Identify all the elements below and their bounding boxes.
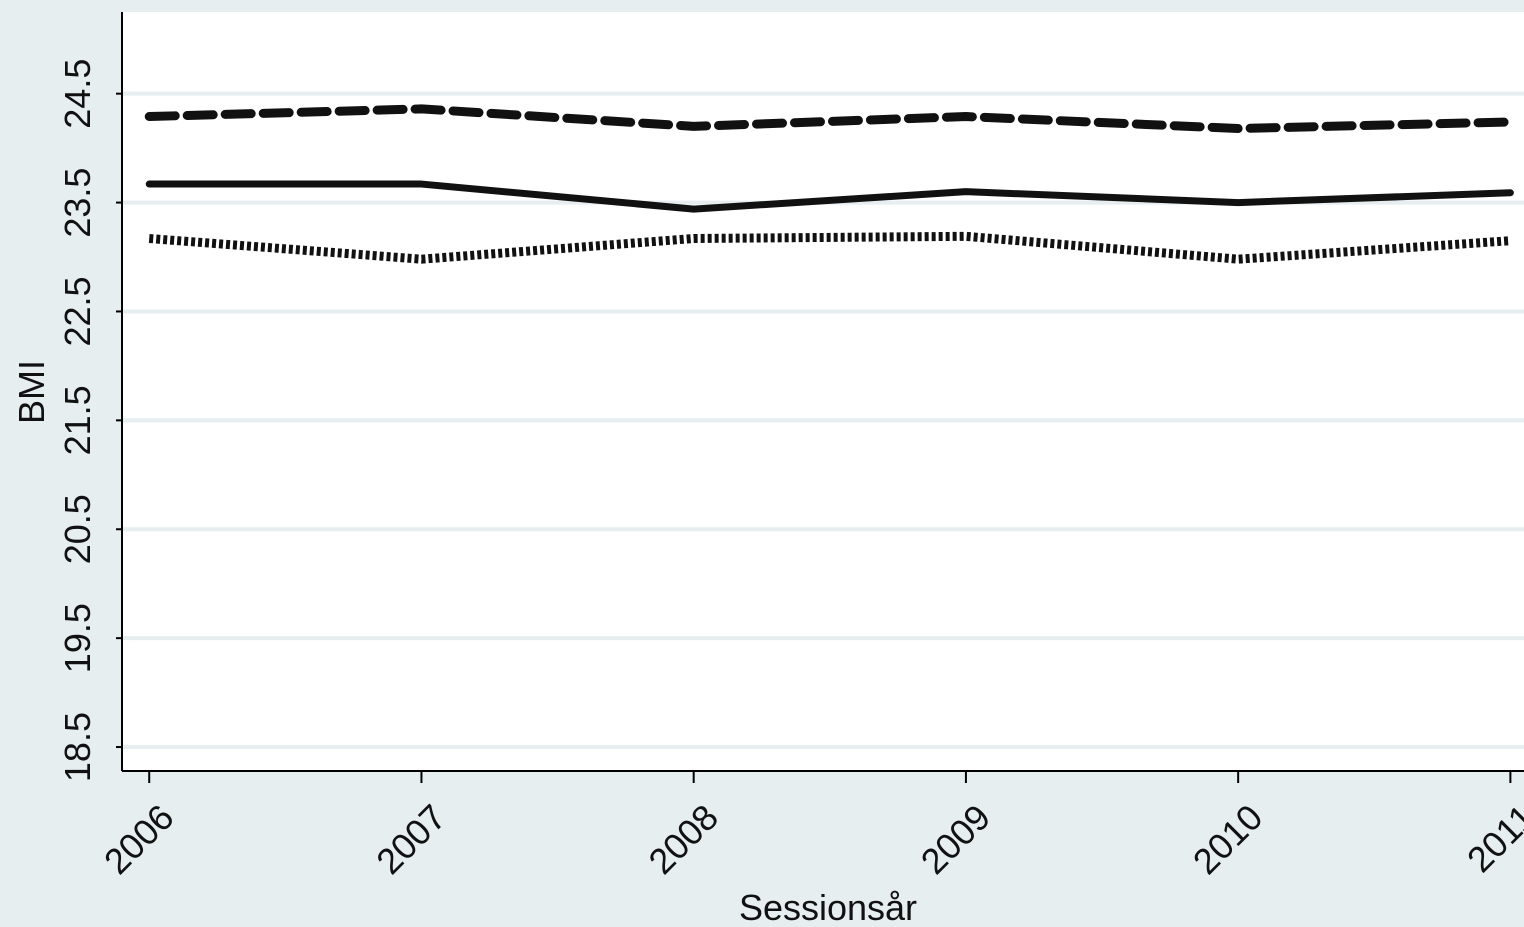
y-tick-label: 24.5 [57, 59, 98, 129]
x-tick-label: 2010 [1185, 796, 1271, 882]
y-tick-label: 20.5 [57, 494, 98, 564]
x-tick-label: 2006 [96, 796, 182, 882]
x-axis-title: Sessionsår [739, 887, 917, 927]
y-axis-ticks: 18.5 19.5 20.5 21.5 22.5 23.5 24.5 [57, 59, 122, 782]
y-tick-label: 23.5 [57, 168, 98, 238]
series-line-dotted [148, 231, 1511, 264]
plot-area [122, 12, 1524, 771]
x-tick-label: 2009 [913, 796, 999, 882]
y-tick-label: 18.5 [57, 712, 98, 782]
y-tick-label: 21.5 [57, 385, 98, 455]
y-tick-label: 19.5 [57, 603, 98, 673]
x-tick-label: 2007 [368, 796, 454, 882]
y-tick-label: 22.5 [57, 276, 98, 346]
x-axis-ticks: 2006 2007 2008 2009 2010 2011 [96, 771, 1524, 882]
x-tick-label: 2011 [1459, 796, 1524, 880]
series-line-solid [145, 180, 1514, 213]
series-layer [144, 104, 1515, 264]
x-tick-label: 2008 [640, 796, 726, 882]
y-axis-title: BMI [11, 360, 52, 424]
series-line-dashed [144, 104, 1515, 134]
